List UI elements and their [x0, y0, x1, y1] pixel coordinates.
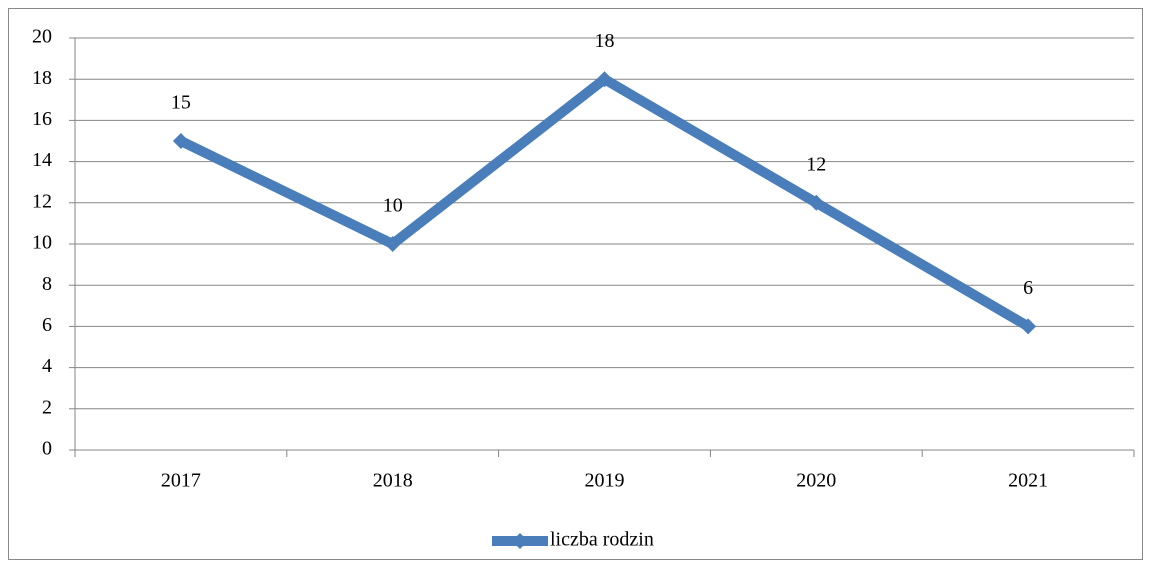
legend-label: liczba rodzin — [550, 529, 654, 551]
y-tick-label: 0 — [42, 438, 52, 460]
marker — [172, 133, 189, 149]
y-tick-label: 10 — [32, 232, 52, 254]
data-label: 15 — [171, 92, 191, 114]
marker — [1020, 318, 1037, 335]
y-tick-label: 12 — [32, 190, 52, 212]
x-tick-label: 2019 — [585, 470, 625, 492]
y-tick-label: 14 — [32, 149, 52, 171]
x-tick-label: 2017 — [161, 470, 201, 492]
legend-marker — [512, 533, 528, 549]
y-tick-label: 20 — [32, 26, 52, 48]
x-tick-label: 2021 — [1008, 470, 1048, 492]
data-label: 12 — [806, 153, 826, 175]
x-tick-label: 2020 — [796, 470, 836, 492]
data-label: 18 — [595, 30, 615, 52]
data-label: 6 — [1023, 277, 1033, 299]
y-tick-label: 16 — [32, 108, 52, 130]
x-tick-label: 2018 — [373, 470, 413, 492]
y-tick-label: 18 — [32, 67, 52, 89]
y-tick-label: 4 — [42, 355, 52, 377]
y-tick-label: 2 — [42, 396, 52, 418]
marker — [384, 236, 401, 252]
marker — [808, 194, 825, 211]
data-label: 10 — [383, 195, 403, 217]
y-tick-label: 6 — [42, 314, 52, 336]
marker — [596, 71, 613, 88]
y-tick-label: 8 — [42, 273, 52, 295]
